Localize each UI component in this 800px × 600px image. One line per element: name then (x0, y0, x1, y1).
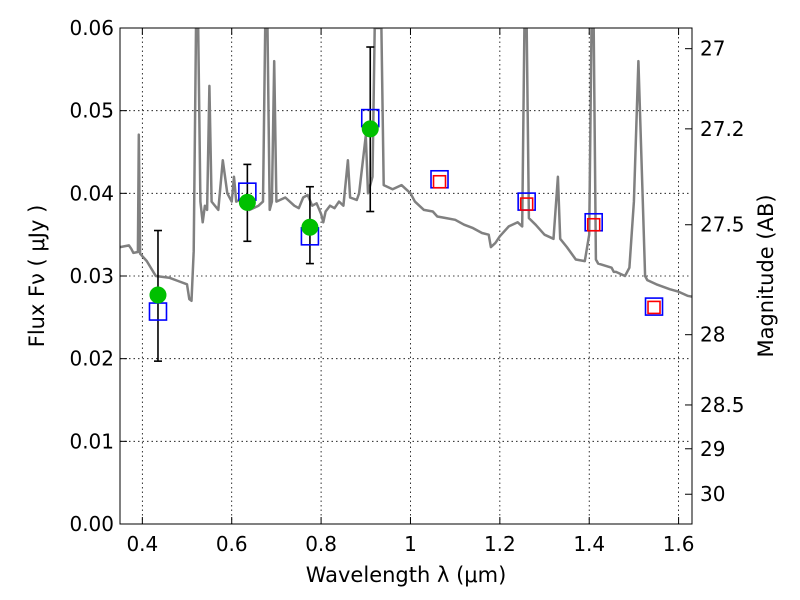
right-tick-label: 27.2 (700, 117, 745, 141)
x-tick-label: 1.6 (663, 532, 695, 556)
data-point-circle (238, 193, 256, 211)
grid (120, 28, 692, 524)
y-tick-label: 0.05 (69, 99, 114, 123)
right-tick-label: 28.5 (700, 393, 745, 417)
x-tick-label: 0.4 (126, 532, 158, 556)
data-point-square (644, 297, 664, 316)
right-tick-label: 30 (700, 482, 725, 506)
data-point-square (432, 174, 447, 189)
x-tick-label: 1.4 (573, 532, 605, 556)
y-tick-label: 0.01 (69, 429, 114, 453)
right-axis-label: Magnitude (AB) (754, 194, 778, 357)
x-tick-label: 1.2 (484, 532, 516, 556)
x-tick-label: 1 (404, 532, 417, 556)
data-point-square (519, 197, 534, 211)
right-tick-label: 28 (700, 323, 725, 347)
x-axis-label: Wavelength λ (μm) (306, 563, 507, 587)
y-tick-label: 0.02 (69, 347, 114, 371)
right-tick-label: 27.5 (700, 213, 745, 237)
y-tick-label: 0.04 (69, 181, 114, 205)
y-tick-label: 0.03 (69, 264, 114, 288)
data-point-circle (361, 120, 379, 138)
data-point-square (586, 217, 601, 232)
y-axis-label: Flux Fν ( μJy ) (25, 205, 49, 348)
right-tick-label: 29 (700, 437, 725, 461)
x-tick-label: 0.6 (216, 532, 248, 556)
ticks: 0.4 0.6 0.8 1 1.2 1.4 1.6 0.00 0.01 0.02 0.03 0.04 0… (69, 16, 744, 556)
y-tick-label: 0.00 (69, 512, 114, 536)
data-point-circle (301, 218, 319, 236)
x-tick-label: 0.8 (305, 532, 337, 556)
right-tick-label: 27 (700, 37, 725, 61)
data-point-circle (149, 286, 167, 304)
data-point-square (647, 300, 661, 315)
y-tick-label: 0.06 (69, 16, 114, 40)
markers (148, 108, 664, 321)
